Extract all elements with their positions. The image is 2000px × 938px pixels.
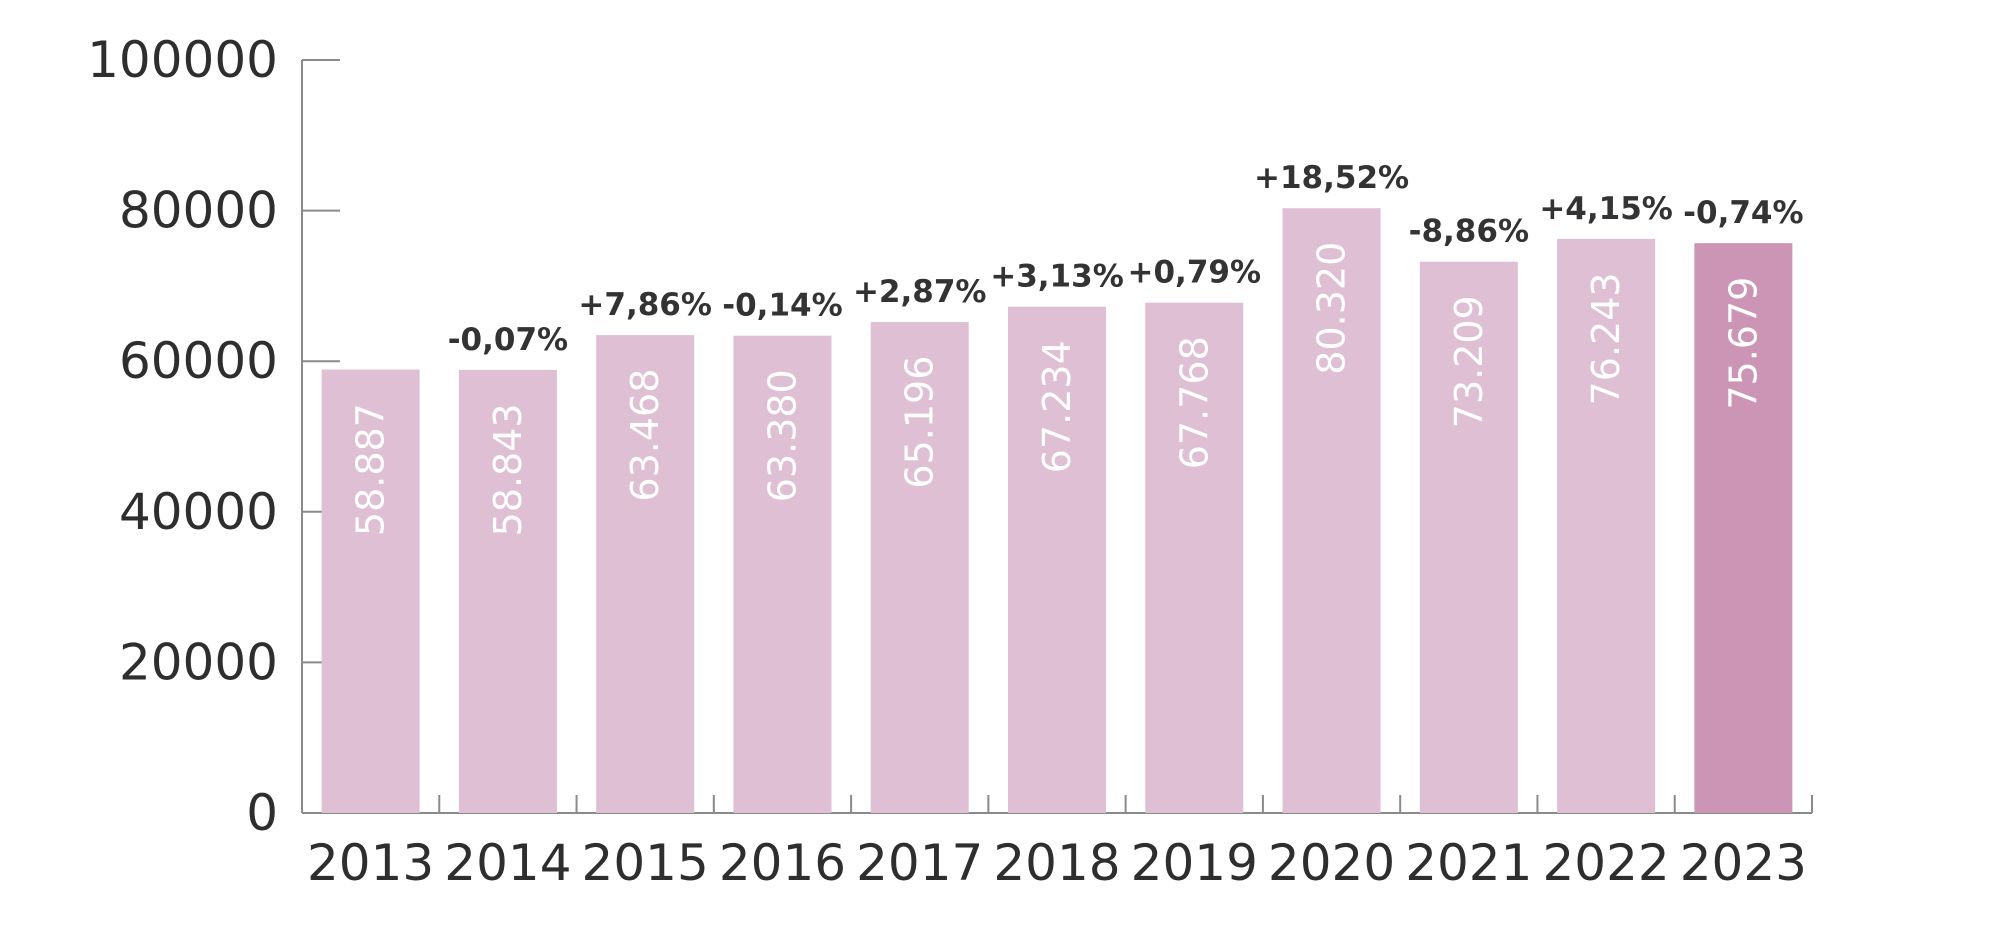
bar-value-label: 75.679	[1721, 277, 1765, 410]
x-tick-label: 2019	[1131, 834, 1258, 892]
bar-value-label: 76.243	[1584, 272, 1628, 405]
bar-value-label: 58.887	[349, 403, 393, 536]
bar-value-label: 58.843	[486, 403, 530, 536]
bar-value-label: 65.196	[898, 356, 942, 489]
bar	[321, 369, 420, 813]
bar	[1557, 238, 1656, 814]
x-tick-label: 2016	[719, 834, 846, 892]
bars	[321, 208, 1793, 814]
bar-value-label: 67.768	[1172, 336, 1216, 469]
change-label: -0,07%	[448, 322, 568, 358]
change-label: +2,87%	[853, 274, 987, 310]
bar-value-label: 63.380	[760, 369, 804, 502]
y-tick-label: 80000	[119, 182, 278, 240]
change-label: -8,86%	[1409, 214, 1529, 250]
y-tick-label: 20000	[119, 633, 278, 691]
bar-value-label: 63.468	[623, 369, 667, 502]
x-tick-label: 2018	[993, 834, 1120, 892]
change-label: -0,14%	[722, 288, 842, 324]
labels: 0 20000 40000 60000 80000 100000 2013 58.887 201…	[87, 31, 1807, 892]
change-label: +3,13%	[990, 259, 1124, 295]
y-tick-label: 100000	[87, 31, 278, 89]
change-label: +0,79%	[1128, 255, 1262, 291]
change-label: +18,52%	[1254, 160, 1409, 196]
change-label: +7,86%	[578, 287, 712, 323]
x-tick-label: 2023	[1680, 834, 1807, 892]
bar-value-label: 67.234	[1035, 340, 1079, 473]
x-tick-label: 2014	[444, 834, 571, 892]
bar-value-label: 73.209	[1447, 295, 1491, 428]
x-tick-label: 2017	[856, 834, 983, 892]
x-tick-label: 2022	[1542, 834, 1669, 892]
bar	[733, 335, 832, 813]
bar	[1419, 261, 1518, 814]
x-tick-label: 2020	[1268, 834, 1395, 892]
bar	[596, 335, 695, 813]
bar	[1694, 243, 1793, 813]
x-tick-label: 2015	[582, 834, 709, 892]
y-tick-label: 0	[246, 784, 278, 842]
change-label: +4,15%	[1539, 191, 1673, 227]
x-tick-label: 2021	[1405, 834, 1532, 892]
y-tick-label: 60000	[119, 332, 278, 390]
bar	[1282, 208, 1381, 813]
bar-value-label: 80.320	[1310, 242, 1354, 375]
bar	[870, 322, 969, 813]
change-label: -0,74%	[1683, 195, 1803, 231]
bar	[1008, 306, 1106, 813]
bar	[458, 369, 557, 813]
y-tick-label: 40000	[119, 483, 278, 541]
x-tick-label: 2013	[307, 834, 434, 892]
bar	[1145, 302, 1244, 813]
